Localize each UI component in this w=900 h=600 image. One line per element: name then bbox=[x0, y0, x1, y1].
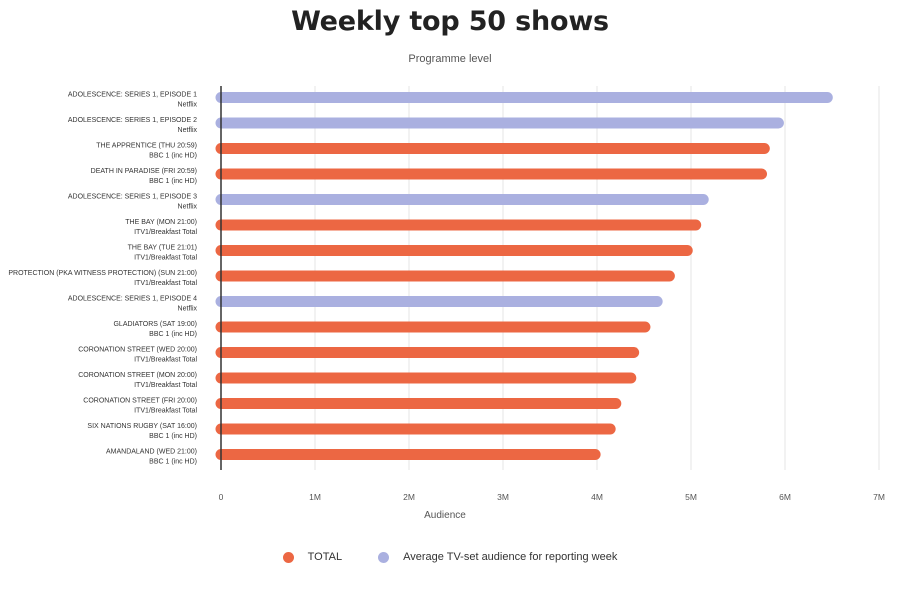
row-label-programme: GLADIATORS (SAT 19:00) bbox=[113, 321, 197, 328]
row-label-programme: DEATH IN PARADISE (FRI 20:59) bbox=[91, 168, 197, 175]
row-label-programme: ADOLESCENCE: SERIES 1, EPISODE 3 bbox=[68, 194, 197, 201]
row-label-channel: Netflix bbox=[178, 127, 198, 134]
row-label-programme: CORONATION STREET (WED 20:00) bbox=[78, 347, 197, 354]
x-tick-label: 5M bbox=[685, 492, 697, 502]
row-label-channel: BBC 1 (inc HD) bbox=[149, 153, 197, 160]
row-label-channel: ITV1/Breakfast Total bbox=[134, 229, 197, 236]
row-label-programme: ADOLESCENCE: SERIES 1, EPISODE 2 bbox=[68, 117, 197, 124]
x-tick-label: 6M bbox=[779, 492, 791, 502]
row-label-programme: PROTECTION (PKA WITNESS PROTECTION) (SUN… bbox=[8, 270, 197, 277]
legend-item-average: Average TV-set audience for reporting we… bbox=[378, 551, 617, 563]
x-tick-label: 0 bbox=[219, 492, 224, 502]
x-tick-label: 4M bbox=[591, 492, 603, 502]
row-label-programme: THE APPRENTICE (THU 20:59) bbox=[96, 143, 197, 150]
chart-legend: TOTAL Average TV-set audience for report… bbox=[0, 551, 900, 563]
chart-subtitle: Programme level bbox=[408, 53, 492, 65]
x-axis-title: Audience bbox=[424, 510, 466, 521]
row-label-channel: BBC 1 (inc HD) bbox=[149, 331, 197, 338]
legend-label-average: Average TV-set audience for reporting we… bbox=[403, 551, 618, 563]
row-label-programme: AMANDALAND (WED 21:00) bbox=[106, 449, 197, 456]
row-label-channel: ITV1/Breakfast Total bbox=[134, 382, 197, 389]
row-label-programme: CORONATION STREET (FRI 20:00) bbox=[83, 398, 197, 405]
x-tick-label: 2M bbox=[403, 492, 415, 502]
row-label-programme: SIX NATIONS RUGBY (SAT 16:00) bbox=[87, 423, 197, 430]
legend-label-total: TOTAL bbox=[307, 551, 343, 563]
row-label-programme: ADOLESCENCE: SERIES 1, EPISODE 4 bbox=[68, 296, 197, 303]
row-label-channel: Netflix bbox=[178, 306, 198, 313]
row-label-channel: ITV1/Breakfast Total bbox=[134, 255, 197, 262]
row-label-channel: BBC 1 (inc HD) bbox=[149, 433, 197, 440]
row-label-channel: BBC 1 (inc HD) bbox=[149, 459, 197, 466]
row-label-programme: THE BAY (TUE 21:01) bbox=[128, 245, 197, 252]
chart-title: Weekly top 50 shows bbox=[291, 6, 609, 37]
row-label-channel: ITV1/Breakfast Total bbox=[134, 408, 197, 415]
row-label-channel: Netflix bbox=[178, 102, 198, 109]
x-tick-label: 3M bbox=[497, 492, 509, 502]
x-tick-label: 1M bbox=[309, 492, 321, 502]
x-tick-label: 7M bbox=[873, 492, 885, 502]
row-label-programme: CORONATION STREET (MON 20:00) bbox=[78, 372, 197, 379]
row-label-channel: BBC 1 (inc HD) bbox=[149, 178, 197, 185]
row-label-programme: THE BAY (MON 21:00) bbox=[125, 219, 197, 226]
row-label-programme: ADOLESCENCE: SERIES 1, EPISODE 1 bbox=[68, 92, 197, 99]
legend-item-total: TOTAL bbox=[282, 551, 343, 563]
row-label-channel: ITV1/Breakfast Total bbox=[134, 280, 197, 287]
row-label-channel: Netflix bbox=[178, 204, 198, 211]
legend-swatch-average bbox=[378, 551, 390, 563]
row-label-channel: ITV1/Breakfast Total bbox=[134, 357, 197, 364]
legend-swatch-total bbox=[282, 551, 294, 563]
